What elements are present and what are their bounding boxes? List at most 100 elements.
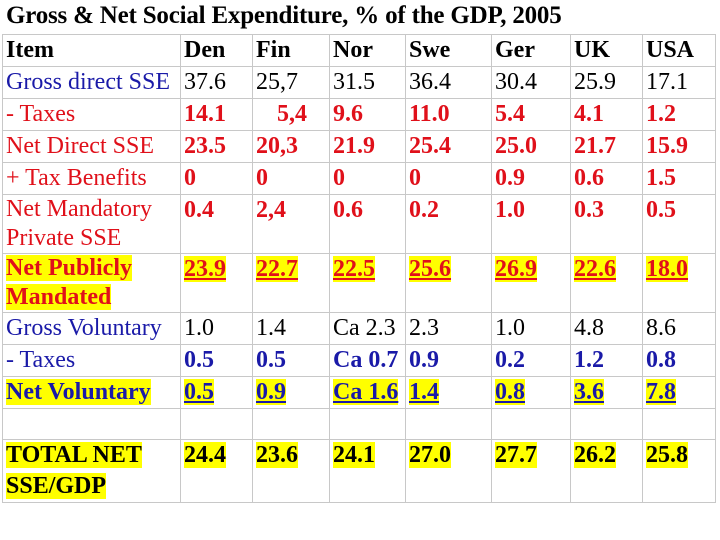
highlighted-value: 27.0 xyxy=(409,442,451,468)
table-cell: 26.2 xyxy=(570,439,643,503)
empty-row xyxy=(2,408,716,440)
table-cell: 9.6 xyxy=(329,98,406,131)
table-cell: 11.0 xyxy=(405,98,492,131)
table-cell: 1.0 xyxy=(180,312,253,345)
highlighted-label: Net Publicly Mandated xyxy=(6,255,132,310)
table-cell: 15.9 xyxy=(642,130,716,163)
row-label: Gross Voluntary xyxy=(2,312,181,345)
empty-cell xyxy=(180,408,253,440)
table-cell: 27.7 xyxy=(491,439,571,503)
table-cell: 1.2 xyxy=(570,344,643,377)
table-cell: 0.9 xyxy=(491,162,571,195)
highlighted-value: 22.5 xyxy=(333,256,375,282)
header-country: UK xyxy=(570,34,643,67)
table-cell: 4.1 xyxy=(570,98,643,131)
empty-cell xyxy=(570,408,643,440)
table-cell: 0.3 xyxy=(570,194,643,254)
table-cell: 26.9 xyxy=(491,253,571,313)
highlighted-value: 26.2 xyxy=(574,442,616,468)
table-cell: 27.0 xyxy=(405,439,492,503)
highlighted-value: 0.9 xyxy=(256,379,286,405)
table-cell: 22.7 xyxy=(252,253,330,313)
table-cell: 21.7 xyxy=(570,130,643,163)
table-cell: 25.6 xyxy=(405,253,492,313)
table-cell: 23.9 xyxy=(180,253,253,313)
table-cell: 0.9 xyxy=(252,376,330,409)
table-cell: 0.5 xyxy=(252,344,330,377)
table-cell: 0.5 xyxy=(180,376,253,409)
table-cell: 4.8 xyxy=(570,312,643,345)
table-cell: 1.4 xyxy=(405,376,492,409)
table-cell: 0.9 xyxy=(405,344,492,377)
table-cell: 0.8 xyxy=(642,344,716,377)
highlighted-value: 22.6 xyxy=(574,256,616,282)
table-cell: 25.4 xyxy=(405,130,492,163)
table-cell: Ca 1.6 xyxy=(329,376,406,409)
table-cell: 0.5 xyxy=(180,344,253,377)
table-cell: 0 xyxy=(329,162,406,195)
row-label: Gross direct SSE xyxy=(2,66,181,99)
row-label: Net Mandatory Private SSE xyxy=(2,194,181,254)
row-label: - Taxes xyxy=(2,344,181,377)
table-row: Net Publicly Mandated 23.9 22.7 22.5 25.… xyxy=(2,253,716,313)
table-cell: 0.8 xyxy=(491,376,571,409)
highlighted-value: 7.8 xyxy=(646,379,676,405)
table-cell: 0 xyxy=(252,162,330,195)
table-row: Gross direct SSE 37.6 25,7 31.5 36.4 30.… xyxy=(2,66,716,99)
row-label: Net Voluntary xyxy=(2,376,181,409)
table-cell: 21.9 xyxy=(329,130,406,163)
table-row: Gross Voluntary 1.0 1.4 Ca 2.3 2.3 1.0 4… xyxy=(2,312,716,345)
highlighted-value: 27.7 xyxy=(495,442,537,468)
table-cell: 25.9 xyxy=(570,66,643,99)
table-cell: 2.3 xyxy=(405,312,492,345)
table-cell: 17.1 xyxy=(642,66,716,99)
table-cell: 0 xyxy=(405,162,492,195)
highlighted-value: 24.1 xyxy=(333,442,375,468)
header-country: Fin xyxy=(252,34,330,67)
highlighted-value: 23.6 xyxy=(256,442,298,468)
page-title: Gross & Net Social Expenditure, % of the… xyxy=(6,2,562,29)
table-cell: 5.4 xyxy=(491,98,571,131)
table-cell: 3.6 xyxy=(570,376,643,409)
table-cell: 8.6 xyxy=(642,312,716,345)
empty-cell xyxy=(642,408,716,440)
header-country: Swe xyxy=(405,34,492,67)
table-cell: 0 xyxy=(180,162,253,195)
table-cell: 5,4 xyxy=(252,98,330,131)
table-cell: 0.6 xyxy=(570,162,643,195)
highlighted-value: 0.8 xyxy=(495,379,525,405)
expenditure-table: Item Den Fin Nor Swe Ger UK USA Gross di… xyxy=(2,34,716,503)
row-label: Net Publicly Mandated xyxy=(2,253,181,313)
highlighted-value: 1.4 xyxy=(409,379,439,405)
highlighted-value: 24.4 xyxy=(184,442,226,468)
header-country: Nor xyxy=(329,34,406,67)
highlighted-label: Net Voluntary xyxy=(6,379,151,405)
table-cell: 24.4 xyxy=(180,439,253,503)
table-cell: 25.0 xyxy=(491,130,571,163)
total-row: TOTAL NET SSE/GDP 24.4 23.6 24.1 27.0 27… xyxy=(2,439,716,503)
highlighted-value: Ca 1.6 xyxy=(333,379,399,405)
table-cell: 23.6 xyxy=(252,439,330,503)
header-country: Ger xyxy=(491,34,571,67)
highlighted-value: 3.6 xyxy=(574,379,604,405)
empty-cell xyxy=(2,408,181,440)
table-cell: 1.0 xyxy=(491,312,571,345)
table-cell: 0.2 xyxy=(405,194,492,254)
table-cell: 22.5 xyxy=(329,253,406,313)
table-cell: 36.4 xyxy=(405,66,492,99)
table-cell: 30.4 xyxy=(491,66,571,99)
empty-cell xyxy=(329,408,406,440)
table-cell: 0.4 xyxy=(180,194,253,254)
highlighted-label: TOTAL NET SSE/GDP xyxy=(6,442,142,499)
empty-cell xyxy=(405,408,492,440)
table-row: + Tax Benefits 0 0 0 0 0.9 0.6 1.5 xyxy=(2,162,716,195)
highlighted-value: 26.9 xyxy=(495,256,537,282)
highlighted-value: 25.6 xyxy=(409,256,451,282)
table-cell: 37.6 xyxy=(180,66,253,99)
header-country: Den xyxy=(180,34,253,67)
table-cell: Ca 0.7 xyxy=(329,344,406,377)
table-cell: 0.2 xyxy=(491,344,571,377)
table-cell: 1.5 xyxy=(642,162,716,195)
empty-cell xyxy=(491,408,571,440)
table-cell: Ca 2.3 xyxy=(329,312,406,345)
